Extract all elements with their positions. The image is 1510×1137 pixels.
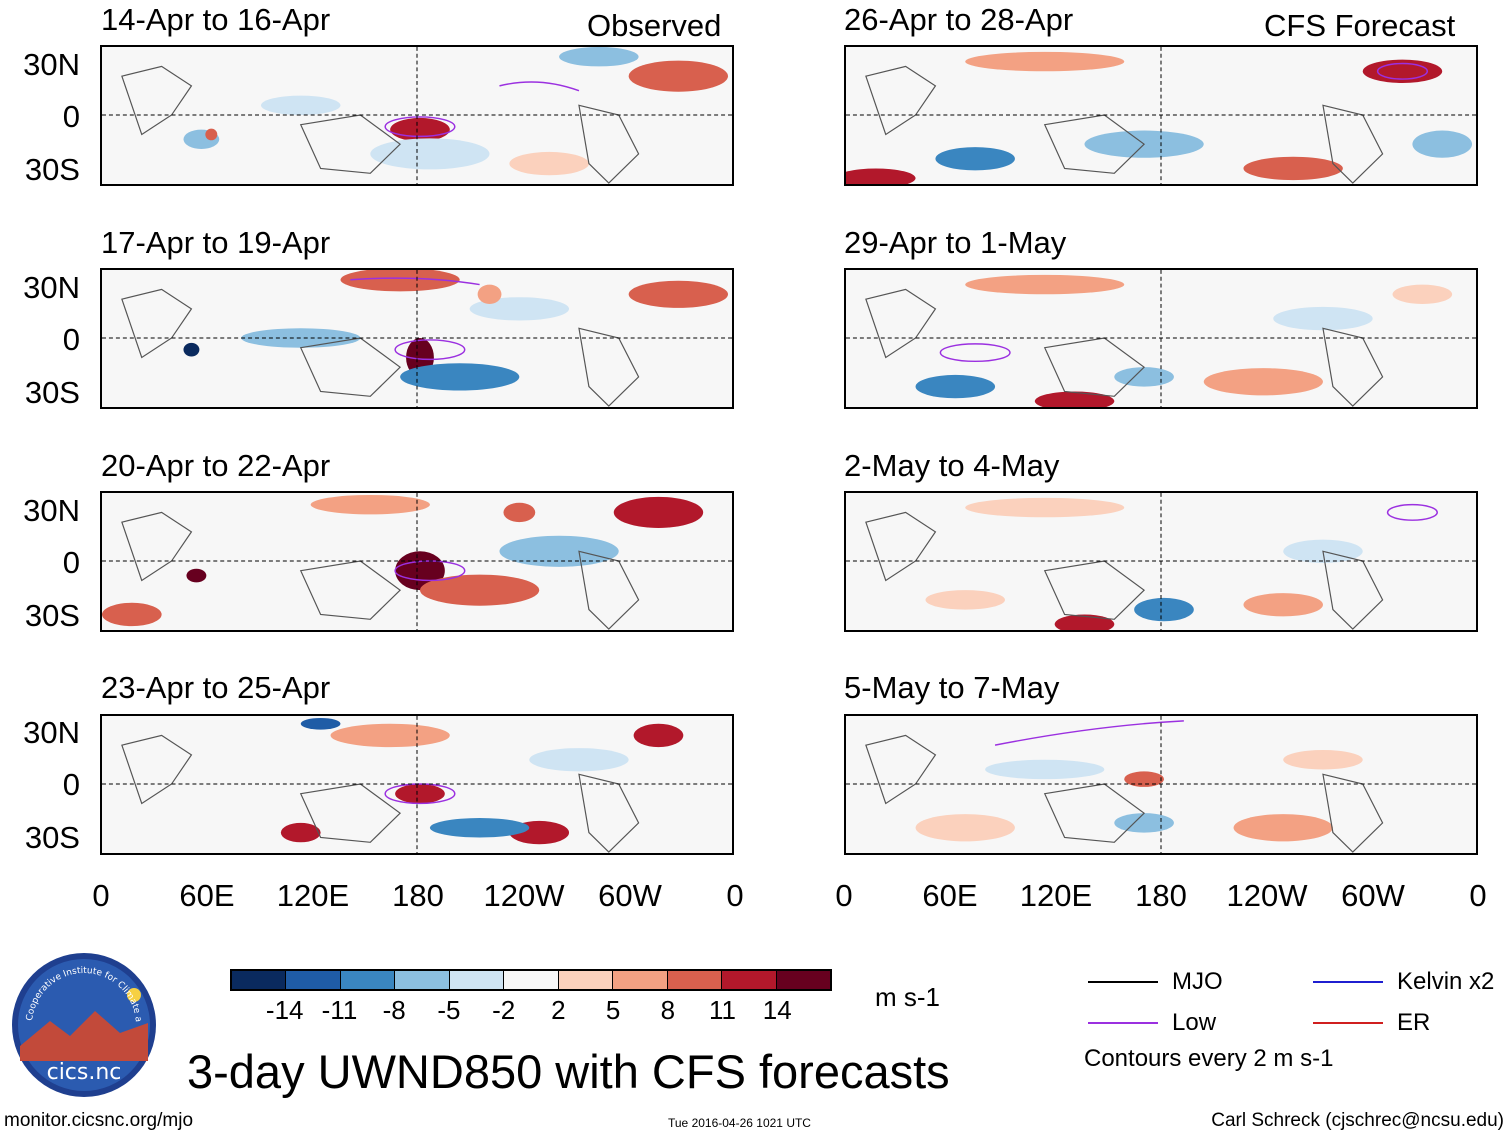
lat-label-30n: 30N (23, 493, 80, 528)
lon-label: 0 (835, 878, 853, 913)
lat-label-30s: 30S (24, 598, 80, 633)
lon-label: 60E (922, 878, 978, 913)
anomaly-map (100, 45, 734, 186)
colorbar-tick: -11 (321, 995, 358, 1025)
lat-label-0: 0 (62, 322, 80, 357)
colorbar-swatch (232, 971, 287, 989)
colorbar-swatch (667, 971, 723, 989)
legend-label: Low (1172, 1009, 1217, 1036)
colorbar-swatch (340, 971, 396, 989)
lat-label-30n: 30N (23, 47, 80, 82)
map-canvas (846, 47, 1476, 184)
kelvin-line-icon (1313, 981, 1383, 983)
colorbar-tick: -14 (265, 995, 304, 1025)
contour-note: Contours every 2 m s-1 (1084, 1045, 1334, 1072)
lat-label-30n: 30N (23, 715, 80, 750)
colorbar-units: m s-1 (875, 982, 940, 1012)
lon-label: 60E (179, 878, 235, 913)
lon-label: 120E (276, 878, 350, 913)
lon-label: 180 (1135, 878, 1187, 913)
colorbar-tick: -8 (382, 995, 406, 1025)
anomaly-map (844, 491, 1478, 632)
panel-title: 29-Apr to 1-May (844, 225, 1067, 260)
footer-timestamp: Tue 2016-04-26 1021 UTC (668, 1116, 811, 1130)
observed-label: Observed (587, 8, 722, 43)
colorbar-swatch (722, 971, 777, 989)
anomaly-map (100, 268, 734, 409)
colorbar-tick: 5 (605, 995, 621, 1025)
legend-low: Low (1088, 1009, 1216, 1037)
anomaly-map (844, 268, 1478, 409)
legend-label: MJO (1172, 968, 1223, 995)
lat-label-30s: 30S (24, 375, 80, 410)
footer-url[interactable]: monitor.cicsnc.org/mjo (4, 1110, 194, 1131)
er-line-icon (1313, 1022, 1383, 1024)
legend-label: Kelvin x2 (1397, 968, 1495, 995)
lon-label: 120W (483, 878, 565, 913)
lon-label: 60W (598, 878, 662, 913)
mjo-line-icon (1088, 981, 1158, 983)
colorbar-tick: 14 (762, 995, 792, 1025)
colorbar-swatch (613, 971, 668, 989)
lat-label-30s: 30S (24, 820, 80, 855)
panel-title: 14-Apr to 16-Apr (101, 2, 331, 37)
colorbar-tick: -2 (492, 995, 516, 1025)
anomaly-map (100, 714, 734, 855)
legend-kelvin: Kelvin x2 (1313, 968, 1494, 996)
anomaly-map (844, 714, 1478, 855)
panel-title: 2-May to 4-May (844, 448, 1060, 483)
colorbar-swatch (776, 971, 830, 989)
map-canvas (102, 716, 732, 853)
colorbar-swatch (504, 971, 559, 989)
map-canvas (846, 716, 1476, 853)
lon-label: 0 (92, 878, 110, 913)
legend-label: ER (1397, 1009, 1431, 1036)
lon-label: 0 (726, 878, 744, 913)
map-canvas (846, 270, 1476, 407)
panel-title: 17-Apr to 19-Apr (101, 225, 331, 260)
anomaly-map (100, 491, 734, 632)
lat-label-30n: 30N (23, 270, 80, 305)
map-canvas (846, 493, 1476, 630)
cfs-forecast-label: CFS Forecast (1264, 8, 1456, 43)
lon-label: 120W (1226, 878, 1308, 913)
panel-title: 23-Apr to 25-Apr (101, 670, 331, 705)
panel-title: 20-Apr to 22-Apr (101, 448, 331, 483)
colorbar-tick: 2 (551, 995, 566, 1025)
lat-label-0: 0 (62, 767, 80, 802)
low-line-icon (1088, 1022, 1158, 1024)
colorbar-tick: 11 (709, 995, 737, 1025)
colorbar-tick: -5 (437, 995, 461, 1025)
legend-mjo: MJO (1088, 968, 1223, 996)
panel-title: 5-May to 7-May (844, 670, 1060, 705)
colorbar (230, 969, 832, 991)
cics-logo-icon: Cooperative Institute for Climate and Sa… (10, 951, 156, 1097)
panel-title: 26-Apr to 28-Apr (844, 2, 1074, 37)
map-canvas (102, 270, 732, 407)
map-canvas (102, 493, 732, 630)
lat-label-0: 0 (62, 545, 80, 580)
colorbar-swatch (558, 971, 614, 989)
legend-er: ER (1313, 1009, 1430, 1037)
anomaly-map (844, 45, 1478, 186)
figure-title: 3-day UWND850 with CFS forecasts (187, 1045, 950, 1098)
colorbar-swatch (449, 971, 505, 989)
lat-label-0: 0 (62, 99, 80, 134)
logo-name: cics.nc (47, 1060, 122, 1085)
footer-author: Carl Schreck (cjschrec@ncsu.edu) (1211, 1110, 1504, 1131)
colorbar-swatch (395, 971, 450, 989)
map-canvas (102, 47, 732, 184)
colorbar-tick: 8 (660, 995, 676, 1025)
lat-label-30s: 30S (24, 152, 80, 187)
lon-label: 180 (392, 878, 444, 913)
lon-label: 60W (1341, 878, 1405, 913)
lon-label: 120E (1019, 878, 1093, 913)
lon-label: 0 (1469, 878, 1487, 913)
colorbar-swatch (286, 971, 341, 989)
